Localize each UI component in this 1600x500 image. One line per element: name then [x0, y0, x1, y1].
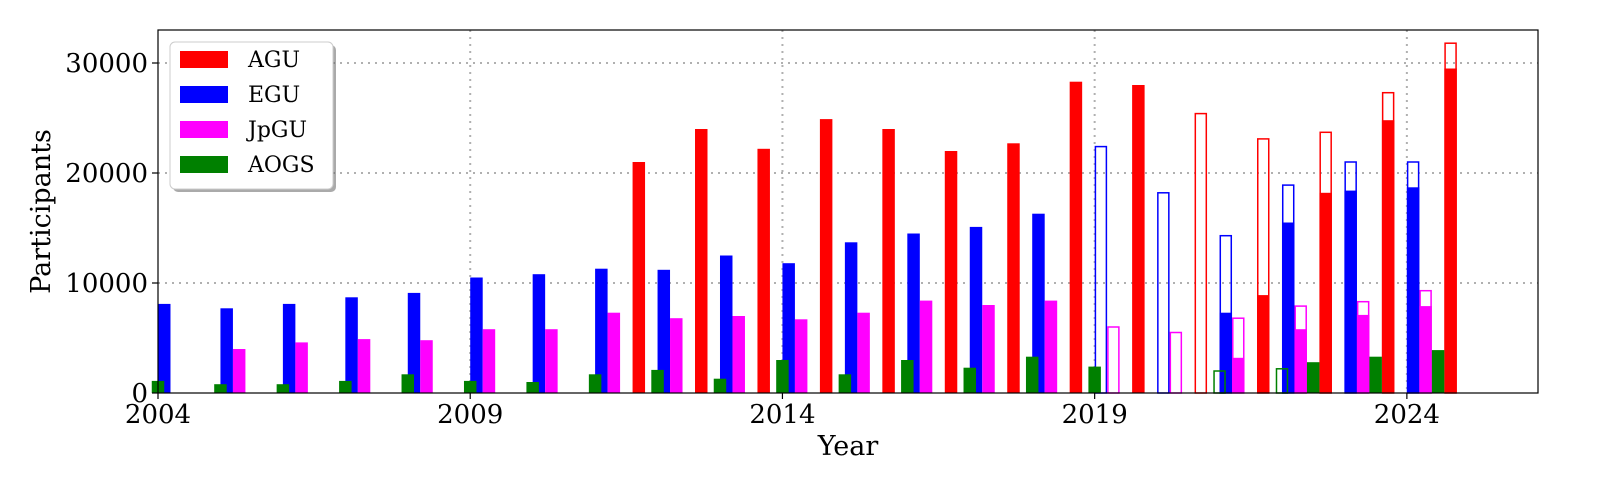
agu-bar	[1319, 192, 1332, 393]
jpgu-bar	[1232, 357, 1245, 393]
legend-swatch-jpgu	[180, 121, 228, 138]
axis-ticks: 2004 2009 2014 2019 2024 0 10000 20000 30000	[65, 49, 1440, 430]
aogs-bar	[651, 369, 664, 393]
egu-bar	[1344, 190, 1357, 393]
egu-bar	[969, 226, 983, 393]
agu-bar	[819, 119, 833, 393]
egu-bar	[844, 242, 858, 393]
aogs-bar	[588, 374, 602, 393]
legend-swatch-egu	[180, 86, 228, 103]
egu-bar	[407, 292, 421, 393]
agu-bar	[695, 129, 708, 393]
aogs-bar	[1088, 366, 1101, 393]
legend-label-egu: EGU	[248, 83, 300, 108]
aogs-bar	[276, 384, 290, 393]
legend-swatch-aogs	[180, 156, 228, 173]
agu-bar	[1069, 81, 1083, 393]
plot-frame	[157, 29, 1539, 394]
jpgu-bar	[1356, 314, 1370, 393]
aogs-bar	[1431, 350, 1445, 393]
y-tick-label: 10000	[65, 269, 148, 299]
x-tick-label: 2019	[1062, 400, 1128, 430]
legend-label-jpgu: JpGU	[246, 118, 307, 143]
egu-bar	[158, 303, 171, 393]
x-tick-label: 2024	[1374, 400, 1440, 430]
jpgu-bar-total	[1107, 326, 1120, 394]
egu-bar	[595, 268, 608, 393]
jpgu-bar	[420, 340, 433, 393]
egu-bar	[907, 233, 920, 393]
egu-bar	[657, 269, 671, 393]
x-tick-label: 2004	[125, 400, 191, 430]
jpgu-bar	[607, 312, 621, 393]
agu-bar	[1007, 143, 1020, 393]
jpgu-bar	[1044, 300, 1058, 393]
egu-bar	[719, 255, 733, 393]
aogs-bar	[214, 384, 227, 393]
jpgu-bar	[545, 329, 558, 393]
egu-bar	[282, 303, 296, 393]
egu-bar	[1032, 213, 1045, 393]
egu-bar	[1281, 222, 1295, 393]
jpgu-bar	[295, 342, 308, 393]
agu-bar	[1444, 68, 1457, 393]
y-tick-label: 0	[131, 379, 148, 409]
aogs-bar	[1369, 356, 1382, 393]
agu-bar	[1381, 120, 1395, 393]
egu-bar-total	[1157, 192, 1170, 394]
legend-frame	[169, 41, 334, 190]
egu-bar	[470, 277, 483, 393]
aogs-bar	[838, 374, 852, 393]
aogs-bar	[526, 382, 539, 393]
jpgu-bar	[1294, 329, 1307, 393]
jpgu-bar-total	[1169, 331, 1183, 394]
bars	[151, 42, 1457, 394]
jpgu-bar	[794, 319, 808, 393]
jpgu-bar	[357, 339, 371, 393]
aogs-bar	[463, 380, 477, 393]
y-tick-label: 20000	[65, 159, 148, 189]
aogs-bar	[1306, 362, 1320, 393]
jpgu-bar	[232, 349, 246, 393]
jpgu-bar	[919, 300, 933, 393]
aogs-bar	[339, 380, 352, 393]
jpgu-bar	[732, 316, 745, 393]
agu-bar	[757, 148, 770, 393]
x-tick-label: 2014	[749, 400, 815, 430]
agu-bar	[1257, 295, 1270, 393]
legend-swatch-agu	[180, 51, 228, 68]
y-axis-label: Participants	[26, 129, 57, 294]
agu-bar-total	[1194, 112, 1208, 394]
aogs-bar	[963, 367, 977, 393]
egu-bar	[532, 274, 546, 393]
egu-bar	[345, 297, 358, 393]
jpgu-bar	[670, 318, 683, 393]
legend-label-aogs: AOGS	[247, 153, 315, 178]
jpgu-bar	[857, 312, 870, 393]
agu-bar	[944, 151, 958, 393]
jpgu-bar	[482, 329, 496, 393]
agu-bar	[632, 162, 646, 393]
aogs-bar	[1025, 356, 1039, 393]
agu-bar	[1132, 85, 1145, 393]
y-tick-label: 30000	[65, 49, 148, 79]
aogs-bar	[401, 374, 415, 393]
egu-bar	[1219, 312, 1233, 393]
egu-bar	[220, 308, 233, 393]
egu-bar-total	[1094, 145, 1108, 394]
aogs-bar	[776, 360, 789, 393]
x-tick-label: 2009	[437, 400, 503, 430]
legend-label-agu: AGU	[247, 48, 300, 73]
legend: AGU EGU JpGU AOGS	[169, 41, 336, 192]
egu-bar	[1406, 187, 1420, 393]
aogs-bar	[901, 360, 914, 393]
aogs-bar	[713, 378, 727, 393]
jpgu-bar	[982, 305, 995, 393]
x-axis-label: Year	[817, 431, 879, 462]
agu-bar	[882, 129, 895, 393]
jpgu-bar	[1419, 306, 1432, 393]
